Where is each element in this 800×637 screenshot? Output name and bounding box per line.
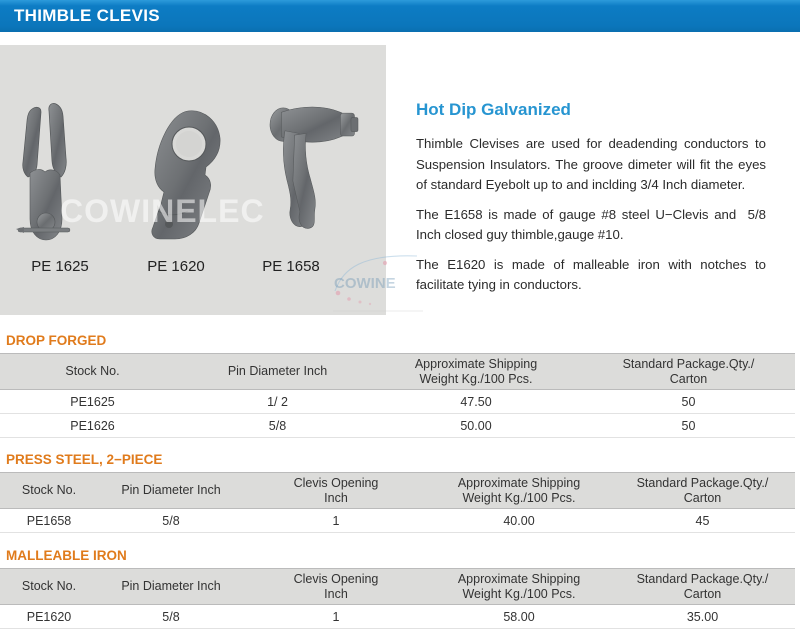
svg-text:COWINE: COWINE (334, 275, 396, 292)
